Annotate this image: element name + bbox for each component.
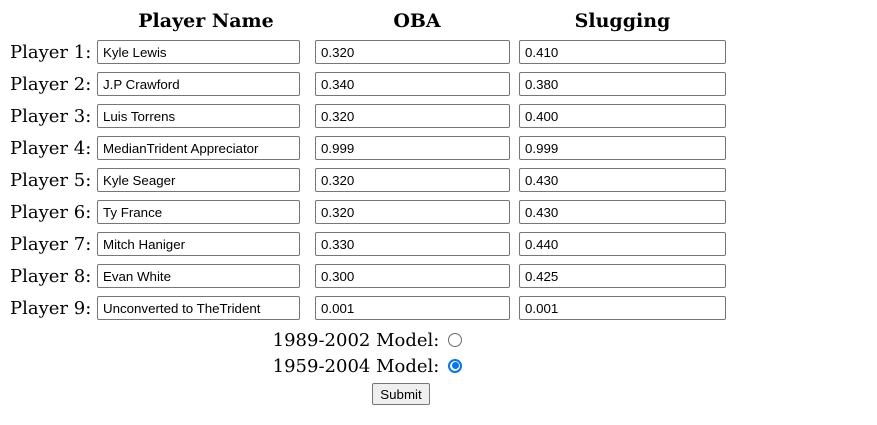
table-row: Player 4: (0, 132, 726, 164)
player-stats-table: Player Name OBA Slugging Player 1: Playe… (0, 6, 726, 324)
row-label: Player 4: (10, 137, 92, 159)
model-1959-2004-label: 1959-2004 Model: (272, 356, 440, 377)
submit-row: Submit (0, 383, 802, 405)
player-name-input[interactable] (97, 168, 300, 192)
row-label: Player 1: (10, 41, 92, 63)
model-1959-2004-radio[interactable] (448, 358, 463, 373)
slugging-input[interactable] (519, 296, 726, 320)
table-row: Player 3: (0, 100, 726, 132)
table-row: Player 2: (0, 68, 726, 100)
model-option-1989-2002: 1989-2002 Model: (0, 328, 735, 354)
column-header-oba: OBA (393, 10, 441, 32)
slugging-input[interactable] (519, 200, 726, 224)
table-row: Player 8: (0, 260, 726, 292)
player-name-input[interactable] (97, 264, 300, 288)
column-header-slugging: Slugging (574, 10, 671, 32)
slugging-input[interactable] (519, 264, 726, 288)
table-row: Player 9: (0, 292, 726, 324)
slugging-input[interactable] (519, 40, 726, 64)
oba-input[interactable] (315, 136, 510, 160)
oba-input[interactable] (315, 72, 510, 96)
row-label: Player 2: (10, 73, 92, 95)
player-name-input[interactable] (97, 232, 300, 256)
model-1989-2002-radio[interactable] (448, 332, 463, 347)
slugging-input[interactable] (519, 232, 726, 256)
oba-input[interactable] (315, 104, 510, 128)
submit-button[interactable]: Submit (372, 383, 430, 405)
oba-input[interactable] (315, 168, 510, 192)
table-row: Player 6: (0, 196, 726, 228)
slugging-input[interactable] (519, 168, 726, 192)
slugging-input[interactable] (519, 136, 726, 160)
model-selection: 1989-2002 Model: 1959-2004 Model: (0, 328, 735, 380)
player-name-input[interactable] (97, 296, 300, 320)
model-option-1959-2004: 1959-2004 Model: (0, 354, 735, 380)
player-name-input[interactable] (97, 136, 300, 160)
oba-input[interactable] (315, 264, 510, 288)
table-row: Player 1: (0, 36, 726, 68)
header-row: Player Name OBA Slugging (0, 6, 726, 36)
player-name-input[interactable] (97, 40, 300, 64)
oba-input[interactable] (315, 232, 510, 256)
row-label: Player 3: (10, 105, 92, 127)
player-stats-form: Player Name OBA Slugging Player 1: Playe… (0, 6, 877, 405)
table-row: Player 5: (0, 164, 726, 196)
player-name-input[interactable] (97, 200, 300, 224)
row-label: Player 9: (10, 297, 92, 319)
slugging-input[interactable] (519, 104, 726, 128)
oba-input[interactable] (315, 296, 510, 320)
column-header-player-name: Player Name (138, 10, 274, 32)
player-name-input[interactable] (97, 104, 300, 128)
oba-input[interactable] (315, 200, 510, 224)
header-spacer (0, 6, 97, 36)
row-label: Player 8: (10, 265, 92, 287)
model-1989-2002-label: 1989-2002 Model: (272, 330, 440, 351)
row-label: Player 6: (10, 201, 92, 223)
row-label: Player 5: (10, 169, 92, 191)
oba-input[interactable] (315, 40, 510, 64)
player-name-input[interactable] (97, 72, 300, 96)
table-row: Player 7: (0, 228, 726, 260)
slugging-input[interactable] (519, 72, 726, 96)
row-label: Player 7: (10, 233, 92, 255)
